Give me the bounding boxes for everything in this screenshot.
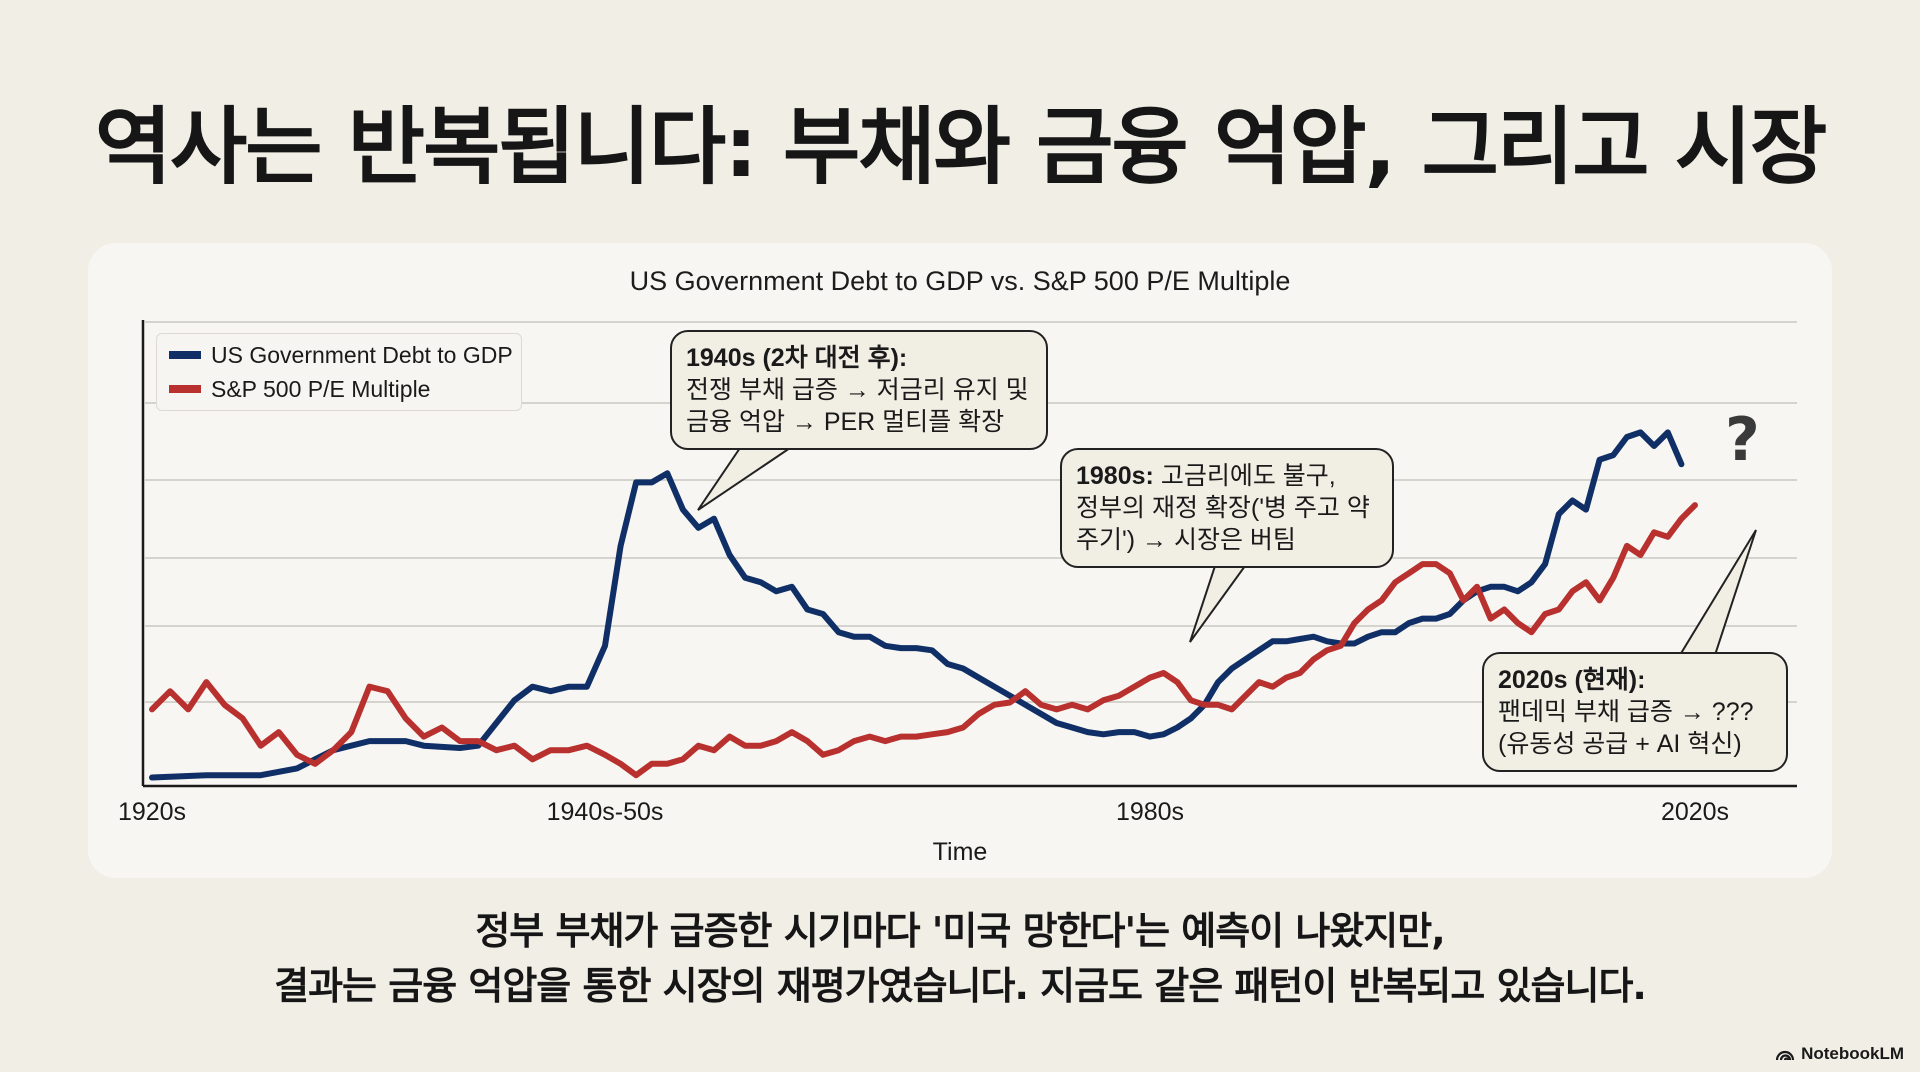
annotation-1980s-line1: 고금리에도 불구, (1160, 462, 1336, 490)
annotation-1980s-line3: 주기') → 시장은 버팀 (1076, 526, 1296, 554)
x-tick-label: 1920s (117, 798, 187, 826)
legend-swatch-pe (169, 385, 201, 393)
legend-item-debt: US Government Debt to GDP (169, 340, 513, 370)
series-line-debt (149, 429, 1685, 781)
notebooklm-brand: NotebookLM (1775, 1044, 1904, 1064)
series-lines (149, 429, 1698, 781)
legend-swatch-debt (169, 351, 201, 359)
x-axis-title: Time (932, 838, 988, 866)
caption-line-1: 정부 부채가 급증한 시기마다 '미국 망한다'는 예측이 나왔지만, (475, 909, 1445, 953)
annotation-1940s-line2: 금융 억압 → PER 멀티플 확장 (686, 408, 1005, 436)
legend-label-pe: S&P 500 P/E Multiple (211, 375, 431, 402)
legend-label-debt: US Government Debt to GDP (211, 341, 513, 368)
chart-title: US Government Debt to GDP vs. S&P 500 P/… (629, 266, 1291, 296)
x-tick-label: 1980s (1115, 798, 1185, 826)
caption-line-2: 결과는 금융 억압을 통한 시장의 재평가였습니다. 지금도 같은 패턴이 반복… (274, 964, 1647, 1008)
callout-tail-2020s (1678, 529, 1757, 656)
annotation-1940s: 1940s (2차 대전 후): 전쟁 부채 급증 → 저금리 유지 및 금융 … (670, 330, 1048, 450)
question-mark: ? (1725, 405, 1760, 475)
legend-item-pe: S&P 500 P/E Multiple (169, 374, 430, 404)
annotation-1980s: 1980s: 고금리에도 불구, 정부의 재정 확장('병 주고 약 주기') … (1060, 448, 1394, 568)
annotation-1980s-line2: 정부의 재정 확장('병 주고 약 (1076, 494, 1370, 522)
annotation-1940s-line1: 전쟁 부채 급증 → 저금리 유지 및 (686, 376, 1029, 404)
annotation-1980s-heading: 1980s: (1076, 462, 1154, 490)
series-line-pe (149, 502, 1698, 779)
annotation-1940s-heading: 1940s (2차 대전 후): (686, 344, 908, 372)
page-title: 역사는 반복됩니다: 부채와 금융 억압, 그리고 시장 (94, 98, 1828, 196)
callout-tail-1980s (1189, 565, 1247, 643)
chart-legend: US Government Debt to GDP S&P 500 P/E Mu… (156, 333, 522, 411)
annotation-2020s-line2: (유동성 공급 + AI 혁신) (1498, 730, 1742, 758)
brand-label: NotebookLM (1801, 1044, 1904, 1063)
x-tick-label: 1940s-50s (546, 798, 664, 826)
annotation-2020s: 2020s (현재): 팬데믹 부채 급증 → ??? (유동성 공급 + AI… (1482, 652, 1788, 772)
annotation-2020s-line1: 팬데믹 부채 급증 → ??? (1498, 698, 1754, 726)
notebooklm-logo-icon (1775, 1050, 1795, 1061)
x-tick-label: 2020s (1660, 798, 1730, 826)
annotation-2020s-heading: 2020s (현재): (1498, 666, 1646, 694)
